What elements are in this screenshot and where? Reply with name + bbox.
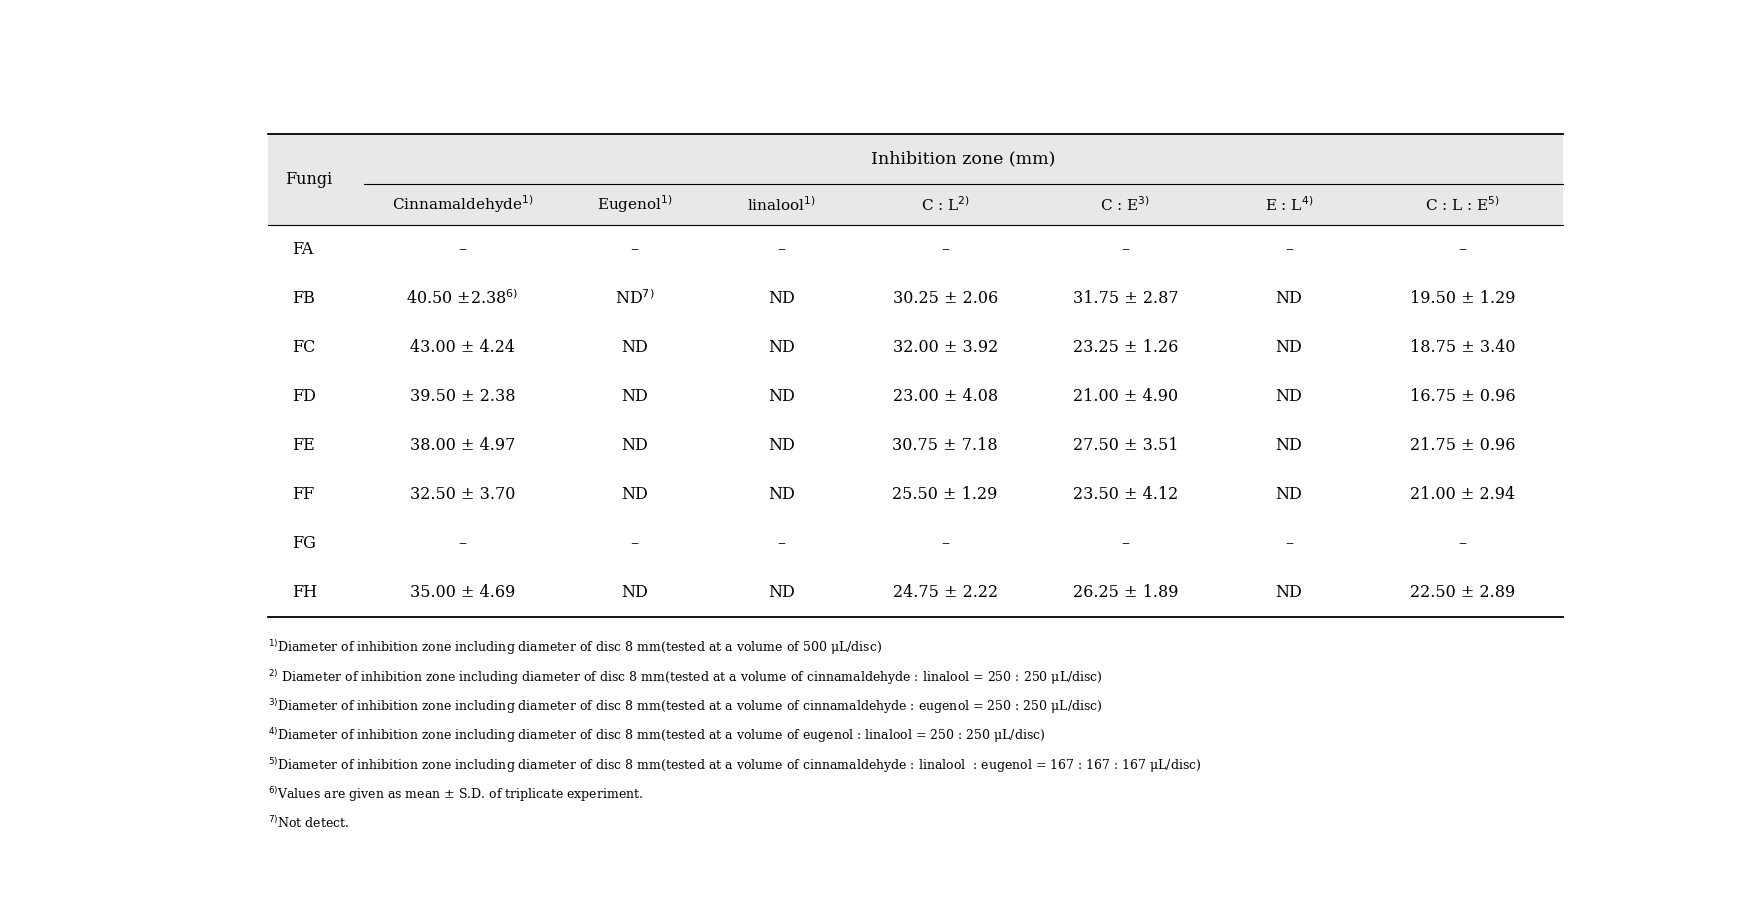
Text: $^{3)}$Diameter of inhibition zone including diameter of disc 8 mm(tested at a v: $^{3)}$Diameter of inhibition zone inclu… [267, 697, 1103, 716]
Text: –: – [459, 535, 466, 552]
Text: –: – [1120, 535, 1129, 552]
Text: 23.25 ± 1.26: 23.25 ± 1.26 [1073, 339, 1179, 356]
Text: ND: ND [621, 339, 647, 356]
Text: 21.00 ± 4.90: 21.00 ± 4.90 [1073, 388, 1179, 405]
Text: ND: ND [621, 388, 647, 405]
Text: $^{6)}$Values are given as mean ± S.D. of triplicate experiment.: $^{6)}$Values are given as mean ± S.D. o… [267, 785, 644, 804]
Text: 32.00 ± 3.92: 32.00 ± 3.92 [892, 339, 997, 356]
Text: –: – [777, 535, 786, 552]
Text: $^{5)}$Diameter of inhibition zone including diameter of disc 8 mm(tested at a v: $^{5)}$Diameter of inhibition zone inclu… [267, 756, 1201, 774]
Text: 32.50 ± 3.70: 32.50 ± 3.70 [410, 486, 515, 503]
Text: ND: ND [621, 437, 647, 454]
Text: Fungi: Fungi [285, 171, 332, 187]
Text: ND: ND [1275, 290, 1302, 307]
Text: E : L$^{4)}$: E : L$^{4)}$ [1265, 195, 1314, 214]
Text: FC: FC [292, 339, 315, 356]
Text: ND$^{7)}$: ND$^{7)}$ [616, 289, 654, 308]
Text: C : E$^{3)}$: C : E$^{3)}$ [1101, 195, 1150, 214]
Text: 25.50 ± 1.29: 25.50 ± 1.29 [892, 486, 997, 503]
Text: ND: ND [621, 486, 647, 503]
Text: $^{1)}$Diameter of inhibition zone including diameter of disc 8 mm(tested at a v: $^{1)}$Diameter of inhibition zone inclu… [267, 638, 881, 657]
Text: Eugenol$^{1)}$: Eugenol$^{1)}$ [596, 194, 672, 216]
Text: –: – [1284, 535, 1293, 552]
Text: FF: FF [292, 486, 313, 503]
Text: 24.75 ± 2.22: 24.75 ± 2.22 [892, 584, 997, 602]
Text: –: – [777, 241, 786, 258]
Text: FH: FH [292, 584, 317, 602]
Text: linalool$^{1)}$: linalool$^{1)}$ [748, 195, 816, 214]
Text: ND: ND [1275, 388, 1302, 405]
Text: FG: FG [292, 535, 315, 552]
Text: C : L : E$^{5)}$: C : L : E$^{5)}$ [1425, 195, 1500, 214]
Text: –: – [459, 241, 466, 258]
Text: 21.00 ± 2.94: 21.00 ± 2.94 [1411, 486, 1514, 503]
Text: FA: FA [292, 241, 313, 258]
Text: $^{2)}$ Diameter of inhibition zone including diameter of disc 8 mm(tested at a : $^{2)}$ Diameter of inhibition zone incl… [267, 668, 1103, 686]
Text: 16.75 ± 0.96: 16.75 ± 0.96 [1409, 388, 1514, 405]
Text: ND: ND [769, 388, 795, 405]
Text: ND: ND [769, 290, 795, 307]
Text: 35.00 ± 4.69: 35.00 ± 4.69 [410, 584, 515, 602]
Text: 30.25 ± 2.06: 30.25 ± 2.06 [892, 290, 997, 307]
Text: Inhibition zone (mm): Inhibition zone (mm) [871, 150, 1055, 167]
Text: –: – [631, 241, 639, 258]
Text: ND: ND [1275, 486, 1302, 503]
Text: 26.25 ± 1.89: 26.25 ± 1.89 [1073, 584, 1179, 602]
Text: –: – [1120, 241, 1129, 258]
Text: ND: ND [769, 486, 795, 503]
Text: ND: ND [769, 584, 795, 602]
Text: FD: FD [292, 388, 315, 405]
Text: Cinnamaldehyde$^{1)}$: Cinnamaldehyde$^{1)}$ [392, 194, 533, 216]
Text: 38.00 ± 4.97: 38.00 ± 4.97 [410, 437, 515, 454]
Text: $^{7)}$Not detect.: $^{7)}$Not detect. [267, 814, 348, 831]
Text: 30.75 ± 7.18: 30.75 ± 7.18 [892, 437, 997, 454]
Text: –: – [1458, 241, 1467, 258]
Text: –: – [1458, 535, 1467, 552]
Text: 43.00 ± 4.24: 43.00 ± 4.24 [410, 339, 515, 356]
Text: 18.75 ± 3.40: 18.75 ± 3.40 [1409, 339, 1514, 356]
Text: ND: ND [769, 339, 795, 356]
Text: $^{4)}$Diameter of inhibition zone including diameter of disc 8 mm(tested at a v: $^{4)}$Diameter of inhibition zone inclu… [267, 726, 1045, 745]
Text: ND: ND [621, 584, 647, 602]
Bar [267, 134, 1562, 225]
Text: FE: FE [292, 437, 315, 454]
Text: 19.50 ± 1.29: 19.50 ± 1.29 [1409, 290, 1514, 307]
Text: C : L$^{2)}$: C : L$^{2)}$ [920, 195, 969, 214]
Text: ND: ND [1275, 339, 1302, 356]
Text: 27.50 ± 3.51: 27.50 ± 3.51 [1073, 437, 1179, 454]
Text: FB: FB [292, 290, 315, 307]
Text: 23.00 ± 4.08: 23.00 ± 4.08 [892, 388, 997, 405]
Text: ND: ND [769, 437, 795, 454]
Text: 40.50 ±2.38$^{6)}$: 40.50 ±2.38$^{6)}$ [406, 289, 519, 308]
Text: ND: ND [1275, 437, 1302, 454]
Text: –: – [941, 241, 950, 258]
Text: 31.75 ± 2.87: 31.75 ± 2.87 [1073, 290, 1179, 307]
Text: –: – [631, 535, 639, 552]
Text: ND: ND [1275, 584, 1302, 602]
Text: 23.50 ± 4.12: 23.50 ± 4.12 [1073, 486, 1179, 503]
Text: 21.75 ± 0.96: 21.75 ± 0.96 [1409, 437, 1514, 454]
Text: –: – [1284, 241, 1293, 258]
Text: 39.50 ± 2.38: 39.50 ± 2.38 [410, 388, 515, 405]
Text: 22.50 ± 2.89: 22.50 ± 2.89 [1411, 584, 1514, 602]
Text: –: – [941, 535, 950, 552]
